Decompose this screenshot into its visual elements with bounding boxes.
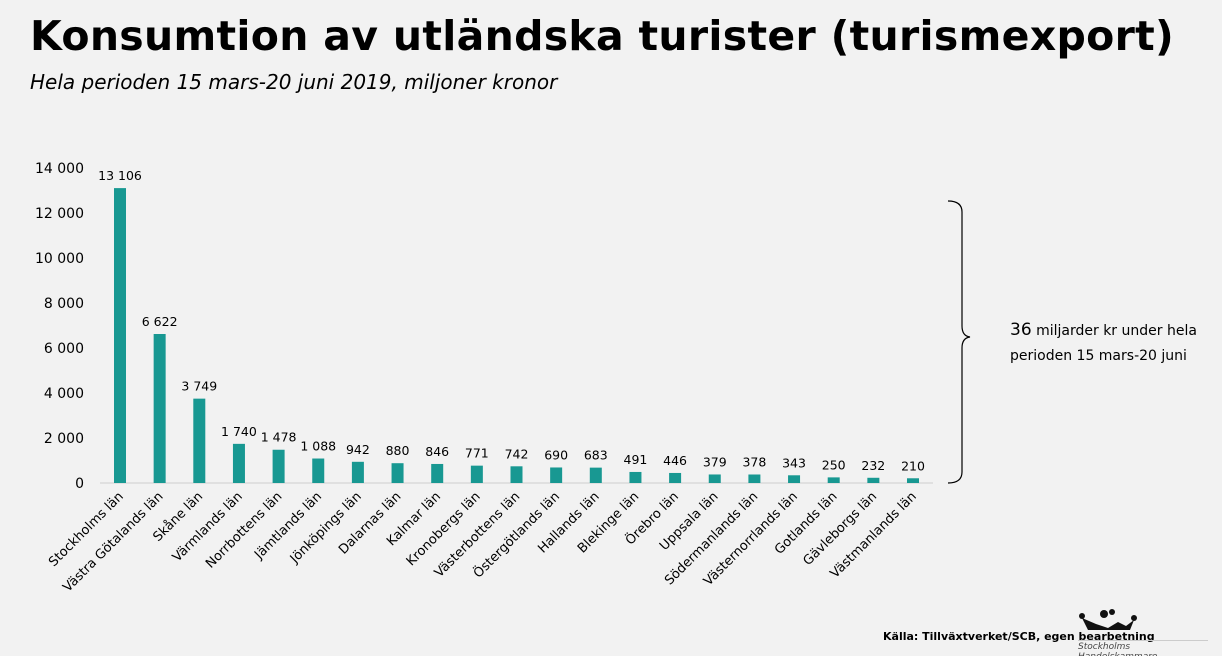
bar <box>550 467 563 483</box>
bar <box>788 475 801 483</box>
bar <box>351 461 364 483</box>
logo-text: Stockholms Handelskammare <box>1078 640 1208 656</box>
y-tick-label: 8 000 <box>44 296 84 312</box>
bar <box>470 465 483 483</box>
data-label: 683 <box>584 448 608 463</box>
y-tick-label: 6 000 <box>44 341 84 357</box>
chart-title: Konsumtion av utländska turister (turism… <box>30 12 1175 60</box>
source-note: Källa: Tillväxtverket/SCB, egen bearbetn… <box>883 630 1155 643</box>
data-label: 1 478 <box>261 430 297 445</box>
brace-bracket <box>947 200 971 484</box>
data-label: 771 <box>465 446 489 461</box>
bar <box>708 474 721 483</box>
bar <box>907 478 919 483</box>
y-tick-label: 10 000 <box>35 251 84 267</box>
bar <box>827 477 840 483</box>
data-label: 232 <box>861 458 885 473</box>
data-label: 3 749 <box>181 379 217 394</box>
bar <box>193 398 206 483</box>
bar <box>629 471 642 483</box>
crown-logo-icon <box>1079 609 1137 630</box>
logo: Stockholms Handelskammare <box>1078 608 1208 656</box>
data-label: 13 106 <box>98 168 142 183</box>
bar <box>669 472 682 483</box>
data-label: 210 <box>901 458 925 473</box>
data-label: 1 740 <box>221 424 257 439</box>
bar <box>153 334 166 483</box>
y-tick-label: 4 000 <box>44 386 84 402</box>
annotation-line1: miljarder kr under hela <box>1036 323 1197 339</box>
annotation-amount: 36 <box>1010 320 1032 340</box>
bar <box>272 449 285 483</box>
data-label: 880 <box>386 443 410 458</box>
data-label: 378 <box>742 454 766 469</box>
data-label: 379 <box>703 454 727 469</box>
x-tick-label: Jönköpings län <box>287 489 365 567</box>
bar <box>232 443 245 483</box>
data-label: 942 <box>346 442 370 457</box>
data-label: 491 <box>624 452 648 467</box>
x-tick-label: Jämtlands län <box>251 489 325 563</box>
bar <box>510 466 523 483</box>
chart-subtitle: Hela perioden 15 mars-20 juni 2019, milj… <box>30 70 558 94</box>
data-label: 446 <box>663 453 687 468</box>
bar <box>589 467 602 483</box>
annotation-line2: perioden 15 mars-20 juni <box>1010 348 1187 364</box>
data-label: 343 <box>782 455 806 470</box>
bar <box>748 474 761 483</box>
bar <box>114 188 126 484</box>
y-tick-label: 2 000 <box>44 431 84 447</box>
y-tick-label: 0 <box>75 476 84 492</box>
data-label: 250 <box>822 457 846 472</box>
y-tick-label: 12 000 <box>35 206 84 222</box>
total-annotation: 36 miljarder kr under hela perioden 15 m… <box>1010 318 1197 369</box>
bar <box>312 458 325 483</box>
data-label: 690 <box>544 447 568 462</box>
data-label: 1 088 <box>300 439 336 454</box>
y-tick-label: 14 000 <box>35 161 84 177</box>
bar <box>867 477 880 483</box>
x-tick-label: Värmlands län <box>170 489 246 565</box>
data-label: 742 <box>505 446 529 461</box>
data-label: 6 622 <box>142 314 178 329</box>
data-label: 846 <box>425 444 449 459</box>
bar <box>431 463 444 483</box>
bar <box>391 463 404 483</box>
